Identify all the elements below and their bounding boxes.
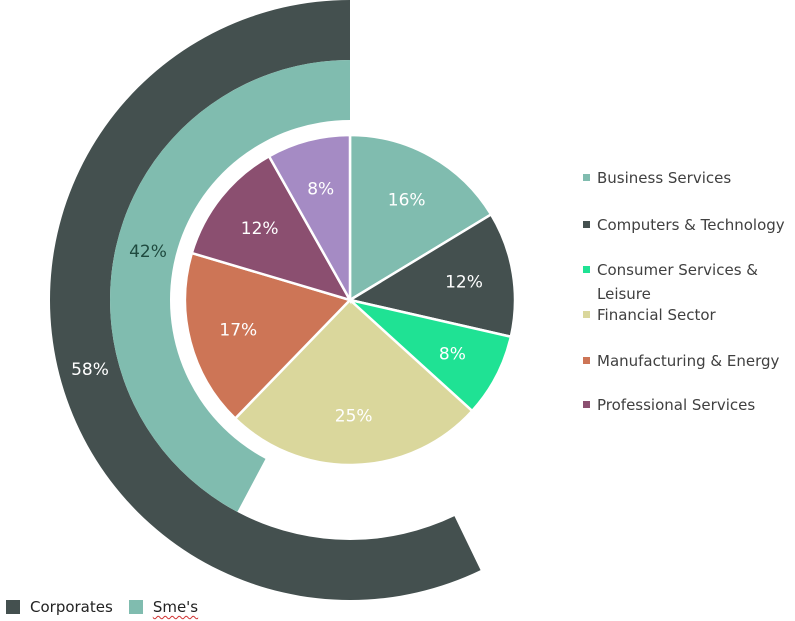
ring-data-label: 58% xyxy=(71,360,109,380)
legend-label: Sme's xyxy=(152,598,199,616)
legend-item-consumer-services: Consumer Services & Leisure xyxy=(583,258,769,306)
legend-item-financial-sector: Financial Sector xyxy=(583,303,793,327)
legend-item-professional-services: Professional Services xyxy=(583,393,793,417)
ring-segment-sme-s xyxy=(110,60,350,512)
pie-slice-computers-technology xyxy=(346,212,517,339)
pie-slice-manufacturing-energy xyxy=(183,251,353,421)
pie-data-label: 8% xyxy=(439,344,466,364)
legend-swatch xyxy=(583,221,590,228)
pie-slice-business-services xyxy=(348,133,493,303)
legend-swatch xyxy=(583,401,590,408)
pie-data-label: 12% xyxy=(445,273,483,293)
pie-data-label: 25% xyxy=(335,406,373,426)
legend-label: Computers & Technology xyxy=(597,216,785,234)
legend-swatch xyxy=(128,600,143,614)
ring-segment-corporates xyxy=(50,0,481,600)
legend-swatch xyxy=(583,266,590,273)
legend-item-corporates: Corporates xyxy=(6,598,113,616)
pie-data-label: 16% xyxy=(388,190,426,210)
legend-label: Financial Sector xyxy=(597,306,716,324)
pie-slice-financial-sector xyxy=(233,298,474,467)
legend-label: Professional Services xyxy=(597,396,756,414)
pie-data-label: 12% xyxy=(241,219,279,239)
data-labels: 16% 12% 8% 25% 17% 12% 8% 58% 42% xyxy=(71,179,483,426)
pie-data-label: 17% xyxy=(219,320,257,340)
pie-slice-professional-services xyxy=(190,154,353,303)
legend-label: Consumer Services & Leisure xyxy=(597,261,758,303)
legend-label: Manufacturing & Energy xyxy=(597,352,780,370)
legend-label: Business Services xyxy=(597,169,732,187)
legend-swatch xyxy=(6,600,20,614)
legend-item-computers-technology: Computers & Technology xyxy=(583,213,793,237)
pie-data-label: 8% xyxy=(307,179,334,199)
legend-item-smes: Sme's xyxy=(128,598,199,616)
legend-swatch xyxy=(583,311,590,318)
pie-slice-other xyxy=(267,133,352,305)
outer-ring xyxy=(50,0,481,600)
legend-item-business-services: Business Services xyxy=(583,166,793,190)
legend-swatch xyxy=(583,174,590,181)
ring-legend: Corporates Sme's xyxy=(6,598,214,616)
ring-data-label: 42% xyxy=(129,242,167,262)
legend-item-manufacturing-energy: Manufacturing & Energy xyxy=(583,349,793,373)
legend-label: Corporates xyxy=(30,598,113,616)
inner-pie xyxy=(183,133,517,467)
legend-swatch xyxy=(583,357,590,364)
